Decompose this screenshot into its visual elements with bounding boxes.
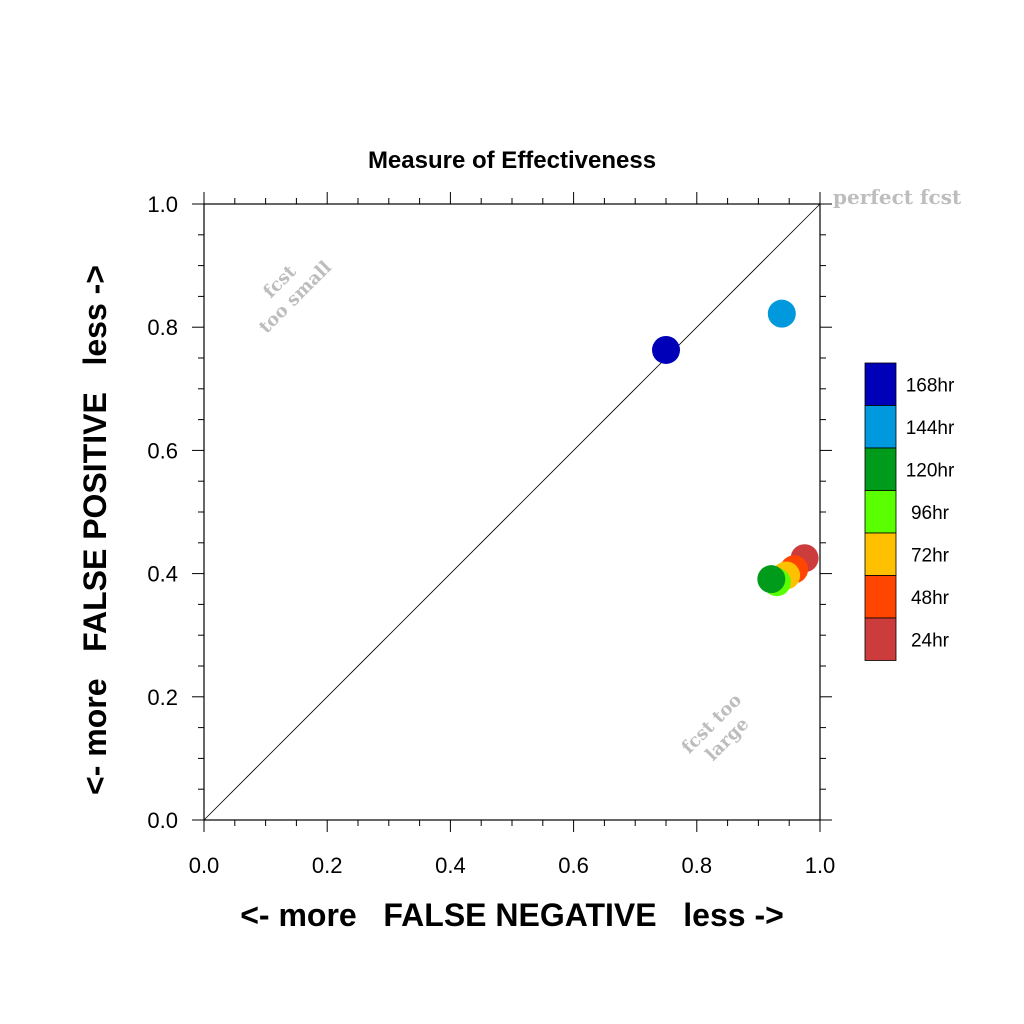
x-tick-label: 0.8 [682, 853, 713, 878]
legend-label-168hr: 168hr [906, 375, 955, 396]
legend-label-96hr: 96hr [911, 503, 950, 524]
legend-swatch-72hr [864, 532, 897, 576]
y-axis-label: <- more FALSE POSITIVE less -> [77, 265, 113, 795]
x-tick-label: 0.6 [558, 853, 589, 878]
x-tick-label: 0.2 [312, 853, 343, 878]
y-tick-label: 0.0 [147, 808, 178, 833]
annotation-fcst-too-small: fcst too small [255, 257, 336, 338]
plot-area: 0.0 0.2 0.4 0.6 0.8 1.0 0.0 0.2 0.4 0.6 0.8 1.0 [147, 192, 835, 878]
annotation-fcst-too-large: fcst too large [678, 690, 754, 766]
y-tick-label: 0.2 [147, 685, 178, 710]
point-120hr [757, 565, 786, 594]
legend-label-144hr: 144hr [906, 418, 955, 439]
x-tick-label: 1.0 [805, 853, 836, 878]
legend-swatch-48hr [864, 575, 897, 619]
legend-label-72hr: 72hr [911, 545, 950, 566]
legend: 168hr 144hr 120hr 96hr 72hr 48hr 24hr [864, 362, 955, 661]
annotation-perfect-fcst: perfect fcst [833, 185, 962, 209]
chart-title: Measure of Effectiveness [368, 147, 656, 174]
diagonal-reference-line [203, 203, 821, 821]
legend-swatch-24hr [864, 617, 897, 661]
legend-label-48hr: 48hr [911, 588, 950, 609]
x-axis-label: <- more FALSE NEGATIVE less -> [240, 897, 784, 933]
point-168hr [652, 335, 680, 364]
legend-label-120hr: 120hr [906, 460, 955, 481]
y-tick-label: 0.8 [147, 315, 178, 340]
annotation-small-line2: too small [255, 257, 336, 338]
data-points [652, 299, 819, 597]
legend-swatch-168hr [864, 362, 897, 406]
point-144hr [767, 299, 796, 328]
y-tick-label: 0.6 [147, 438, 178, 463]
legend-swatch-96hr [864, 490, 897, 534]
legend-swatch-120hr [864, 447, 897, 491]
y-tick-label: 1.0 [147, 192, 178, 217]
x-tick-label: 0.4 [435, 853, 466, 878]
legend-swatch-144hr [864, 405, 897, 449]
y-tick-label: 0.4 [147, 562, 178, 587]
tick-marks [192, 192, 832, 832]
tick-labels: 0.0 0.2 0.4 0.6 0.8 1.0 0.0 0.2 0.4 0.6 0.8 1.0 [147, 192, 835, 878]
x-tick-label: 0.0 [189, 853, 220, 878]
legend-label-24hr: 24hr [911, 630, 950, 651]
